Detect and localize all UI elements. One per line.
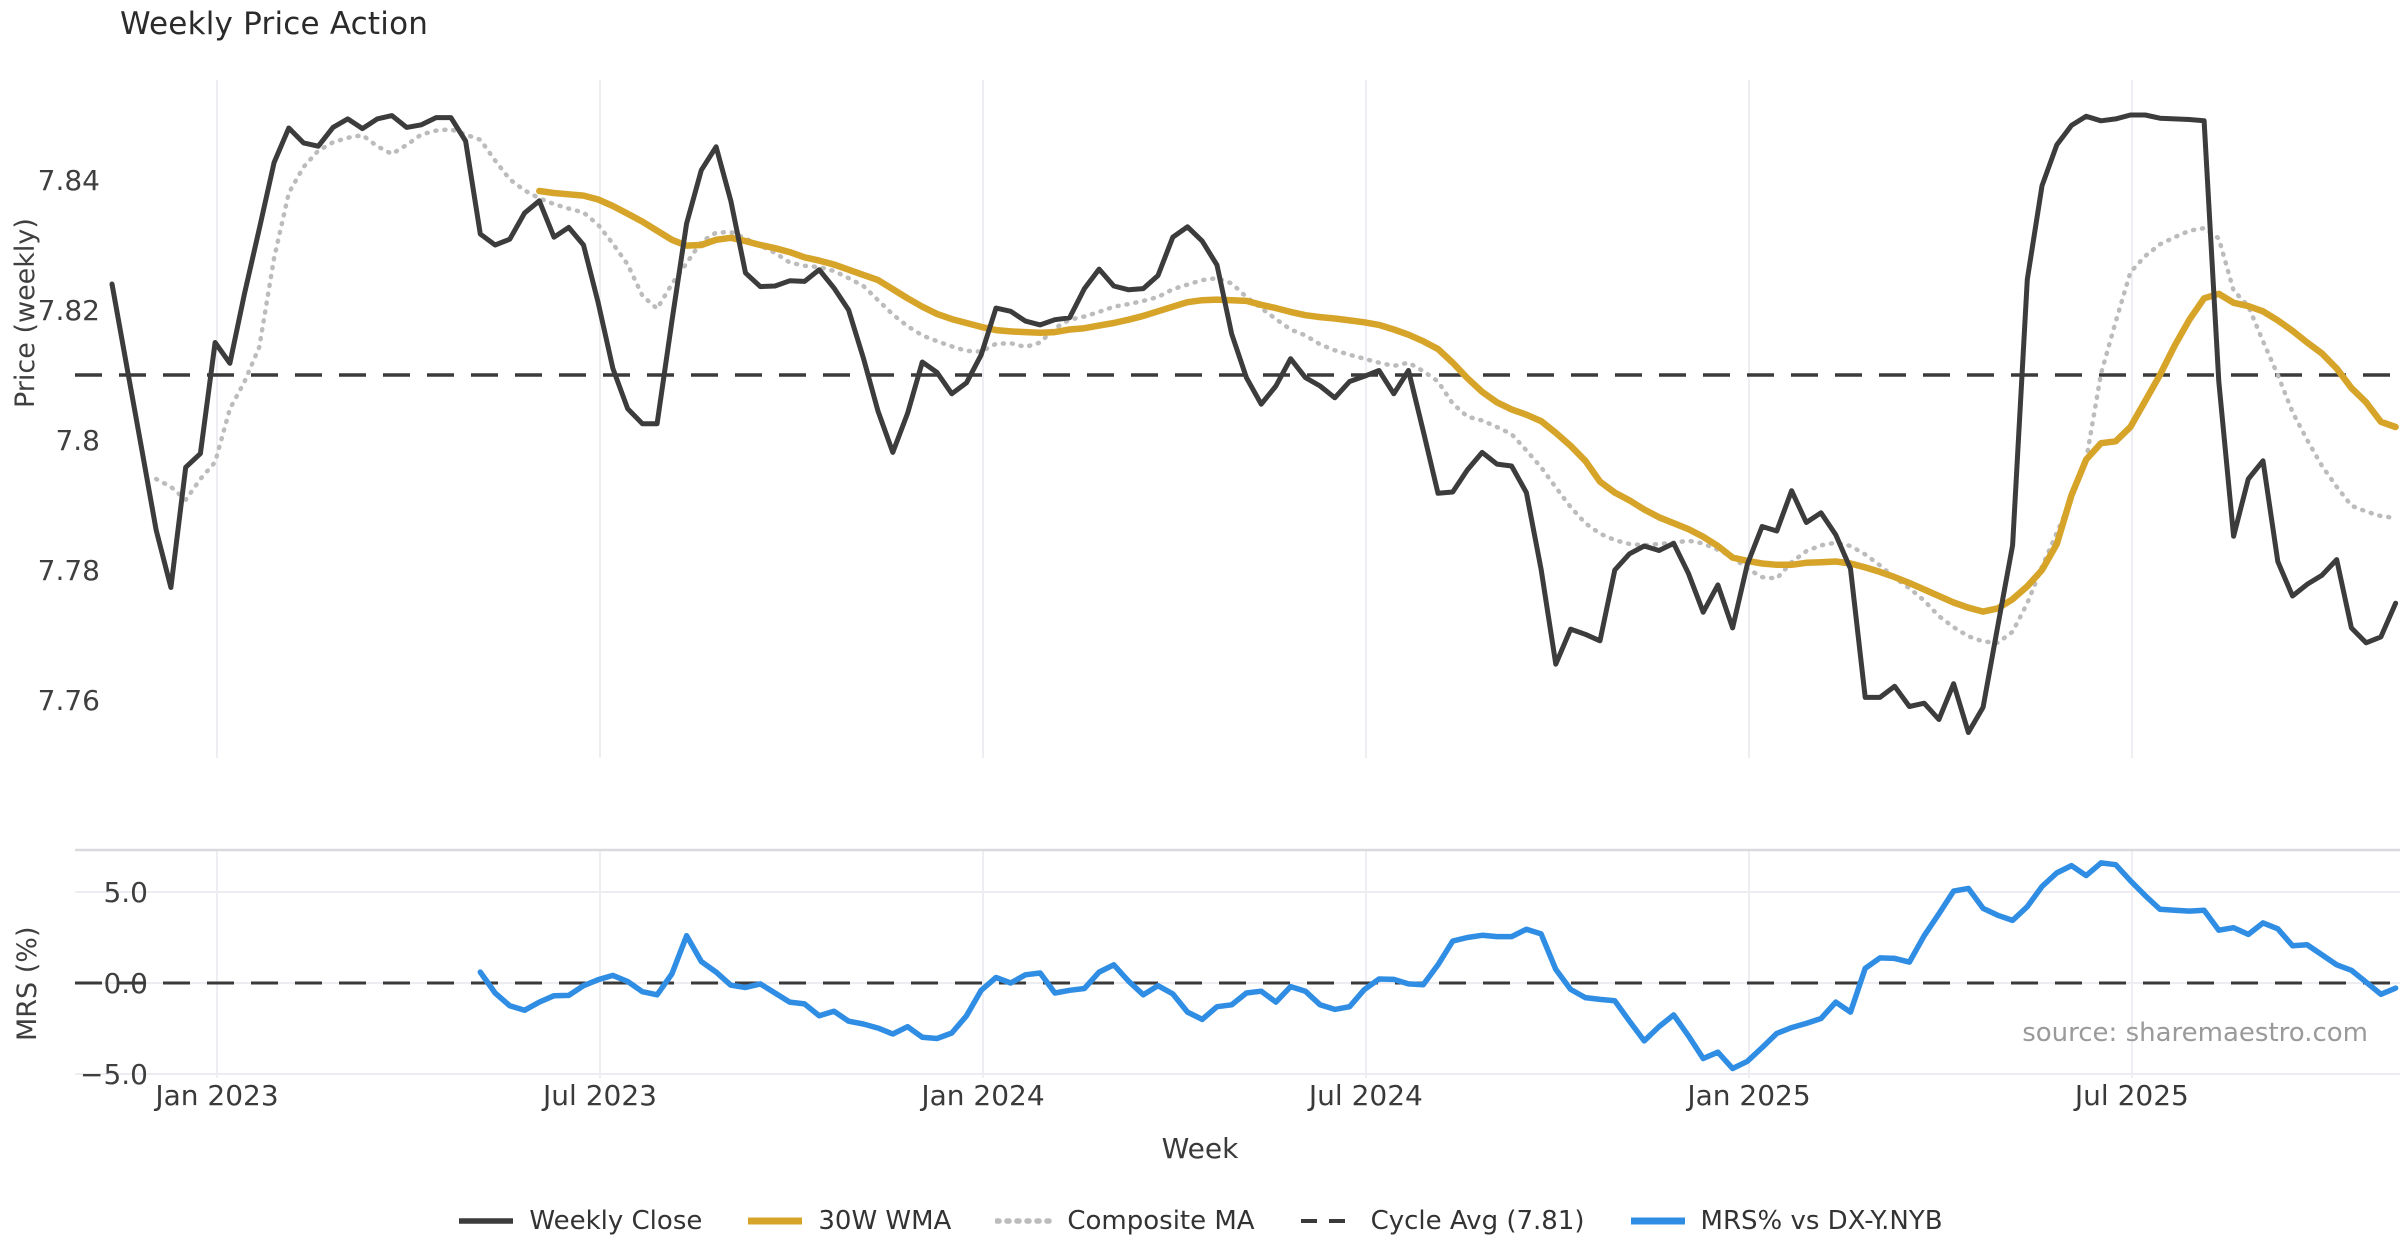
legend-label: Composite MA xyxy=(1067,1206,1255,1236)
price-tick-label: 7.8 xyxy=(55,424,100,457)
mrs-axis-label: MRS (%) xyxy=(12,926,43,1042)
legend-item-cycle-avg: Cycle Avg (7.81) xyxy=(1299,1206,1585,1236)
price-tick-label: 7.78 xyxy=(38,554,100,587)
x-tick-label: Jul 2023 xyxy=(541,1079,657,1112)
legend-swatch-dashed-line-icon xyxy=(1300,1219,1355,1223)
legend-swatch-line-icon xyxy=(748,1217,803,1225)
legend-swatch-line-icon xyxy=(1630,1217,1685,1225)
mrs-tick-label: −5.0 xyxy=(80,1058,148,1091)
mrs-line xyxy=(477,860,2399,1072)
chart-legend: Weekly Close 30W WMA Composite MA Cycle … xyxy=(0,1206,2400,1236)
legend-item-composite-ma: Composite MA xyxy=(995,1206,1255,1236)
legend-item-30w-wma: 30W WMA xyxy=(746,1206,951,1236)
x-axis-label: Week xyxy=(1161,1132,1239,1165)
wma-30w-line xyxy=(536,187,2399,615)
legend-swatch-dotted-line-icon xyxy=(995,1218,1054,1224)
legend-label: Cycle Avg (7.81) xyxy=(1370,1206,1585,1236)
price-tick-label: 7.82 xyxy=(38,294,100,327)
chart-title: Weekly Price Action xyxy=(120,6,429,42)
x-tick-label: Jul 2025 xyxy=(2073,1079,2189,1112)
source-attribution: source: sharemaestro.com xyxy=(2022,1018,2368,1048)
x-tick-label: Jan 2025 xyxy=(1685,1079,1810,1112)
legend-label: Weekly Close xyxy=(529,1206,703,1236)
price-tick-label: 7.76 xyxy=(38,684,100,717)
composite-ma-line xyxy=(153,127,2398,646)
weekly-close-line xyxy=(109,112,2399,735)
legend-label: 30W WMA xyxy=(818,1206,952,1236)
legend-item-mrs: MRS% vs DX-Y.NYB xyxy=(1629,1206,1943,1236)
price-axis-label: Price (weekly) xyxy=(10,218,41,408)
x-tick-label: Jul 2024 xyxy=(1307,1079,1423,1112)
mrs-tick-label: 5.0 xyxy=(103,876,148,909)
legend-item-weekly-close: Weekly Close xyxy=(457,1206,702,1236)
price-tick-label: 7.84 xyxy=(38,164,100,197)
legend-swatch-line-icon xyxy=(459,1218,514,1224)
x-tick-label: Jan 2023 xyxy=(153,1079,278,1112)
legend-label: MRS% vs DX-Y.NYB xyxy=(1700,1206,1943,1236)
x-tick-label: Jan 2024 xyxy=(919,1079,1044,1112)
